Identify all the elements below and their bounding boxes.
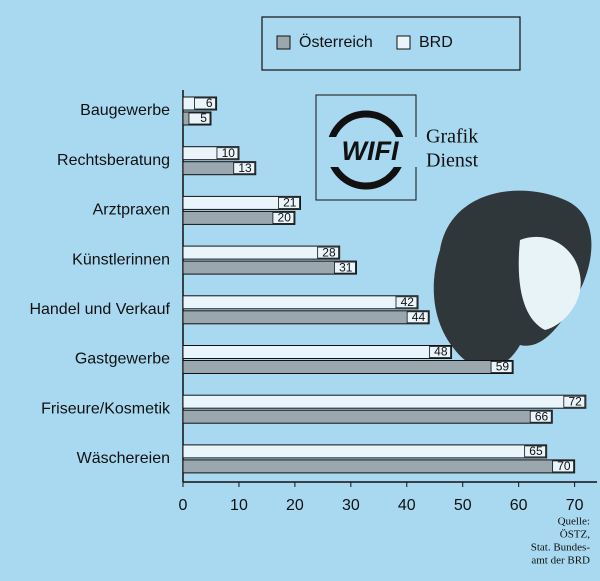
legend-swatch	[397, 36, 410, 49]
x-tick-label: 20	[286, 497, 304, 514]
y-tick-label: Wäschereien	[77, 450, 170, 467]
source: amt der BRD	[531, 555, 590, 567]
bar	[183, 261, 356, 274]
legend-label: BRD	[419, 34, 453, 51]
x-tick-label: 10	[230, 497, 248, 514]
value-label: 21	[283, 196, 297, 210]
y-tick-label: Künstlerinnen	[72, 251, 170, 268]
value-label: 20	[278, 211, 292, 225]
bar	[183, 445, 547, 458]
value-label: 65	[529, 444, 543, 458]
legend-label: Österreich	[299, 33, 373, 51]
bar	[183, 311, 429, 324]
value-label: 59	[496, 360, 510, 374]
source: ÖSTZ,	[560, 529, 591, 541]
chart: WIFI Grafik Dienst Quelle: ÖSTZ, Stat. B…	[0, 0, 600, 581]
value-label: 6	[206, 96, 213, 110]
bar	[183, 395, 586, 408]
value-label: 10	[222, 146, 236, 160]
y-tick-label: Gastgewerbe	[75, 351, 170, 368]
y-tick-label: Baugewerbe	[80, 102, 170, 119]
value-label: 28	[322, 245, 336, 259]
value-label: 48	[434, 345, 448, 359]
value-label: 42	[401, 295, 415, 309]
value-label: 31	[339, 260, 353, 274]
x-tick-label: 50	[454, 497, 472, 514]
y-tick-label: Friseure/Kosmetik	[41, 400, 171, 417]
value-label: 5	[200, 111, 207, 125]
bar	[183, 460, 575, 473]
legend-swatch	[277, 36, 290, 49]
source: Quelle:	[558, 516, 590, 528]
source: Stat. Bundes-	[531, 542, 591, 554]
value-label: 44	[412, 310, 426, 324]
x-tick-label: 30	[342, 497, 360, 514]
bar	[183, 361, 513, 374]
value-label: 72	[568, 394, 582, 408]
value-label: 66	[535, 409, 549, 423]
logo-text: Grafik	[426, 126, 478, 148]
y-tick-label: Arztpraxen	[93, 202, 170, 219]
bar	[183, 346, 452, 359]
x-tick-label: 0	[179, 497, 188, 514]
y-tick-label: Handel und Verkauf	[29, 301, 170, 318]
bar	[183, 246, 340, 259]
y-tick-label: Rechtsberatung	[57, 152, 170, 169]
value-label: 13	[238, 161, 252, 175]
value-label: 70	[557, 459, 571, 473]
logo-text: Dienst	[426, 150, 479, 172]
logo-mark: WIFI	[342, 136, 399, 166]
bar	[183, 296, 418, 309]
x-tick-label: 60	[510, 497, 528, 514]
x-tick-label: 40	[398, 497, 416, 514]
bar	[183, 410, 552, 423]
x-tick-label: 70	[566, 497, 584, 514]
